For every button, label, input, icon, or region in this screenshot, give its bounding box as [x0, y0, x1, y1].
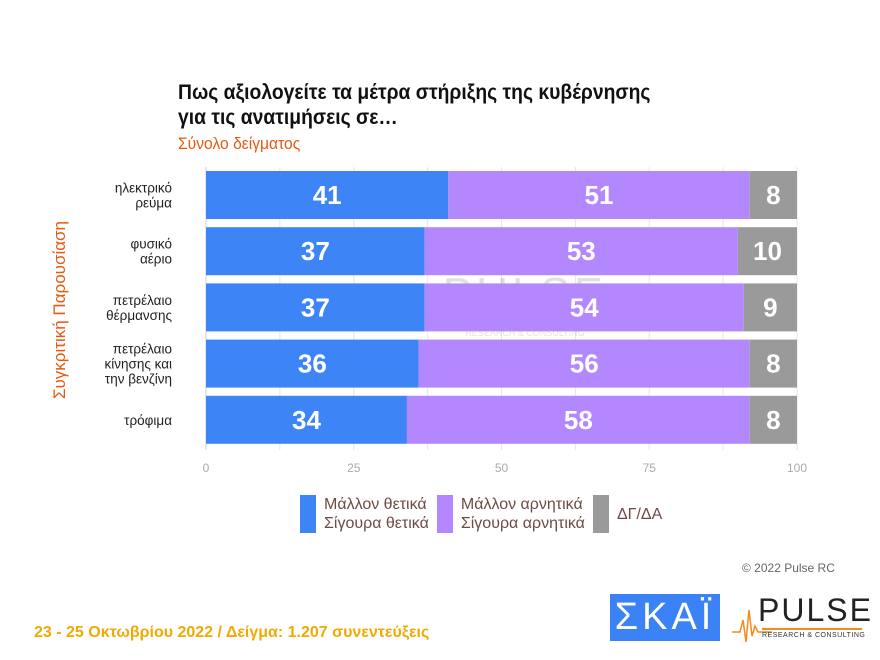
- category-label: ηλεκτρικό: [115, 181, 172, 196]
- legend-item: Μάλλον θετικά Σίγουρα θετικά: [300, 495, 429, 533]
- bar-segment: [749, 395, 797, 444]
- copyright: © 2022 Pulse RC: [742, 561, 835, 575]
- category-label: πετρέλαιο: [113, 293, 172, 308]
- legend-swatch: [300, 495, 316, 533]
- data-label: 53: [567, 236, 596, 266]
- chart-title: Πως αξιολογείτε τα μέτρα στήριξης της κυ…: [178, 80, 650, 130]
- data-label: 36: [298, 349, 327, 379]
- pulse-logo: PULSE RESEARCH & CONSULTING: [732, 592, 871, 644]
- chart-subtitle: Σύνολο δείγματος: [178, 134, 301, 153]
- bar-segment: [406, 395, 750, 444]
- pulse-wordmark: PULSE: [758, 592, 873, 628]
- category-label: αέριο: [140, 252, 172, 267]
- pulse-tagline: RESEARCH & CONSULTING: [762, 632, 866, 639]
- legend-label: Μάλλον αρνητικά Σίγουρα αρνητικά: [460, 496, 585, 532]
- legend-swatch: [592, 495, 609, 533]
- bar-segment: [424, 227, 738, 276]
- category-label: την βενζίνη: [105, 372, 172, 387]
- data-label: 41: [313, 180, 342, 210]
- data-label: 51: [585, 180, 614, 210]
- watermark-sub: RESEARCH & CONSULTING: [465, 328, 584, 338]
- category-label: ρεύμα: [135, 196, 172, 211]
- legend-label: ΔΓ/ΔΑ: [616, 505, 663, 523]
- data-label: 37: [301, 292, 330, 322]
- bar-segment: [206, 395, 407, 444]
- x-tick-label: 100: [787, 461, 807, 475]
- data-label: 54: [570, 292, 599, 322]
- data-label: 34: [292, 405, 321, 435]
- legend-label: Μάλλον θετικά Σίγουρα θετικά: [324, 496, 429, 532]
- x-tick-label: 75: [643, 461, 657, 475]
- legend-item: ΔΓ/ΔΑ: [592, 495, 663, 533]
- bar-segment: [749, 339, 797, 388]
- data-label: 8: [766, 180, 780, 210]
- legend: Μάλλον θετικά Σίγουρα θετικά Μάλλον αρνητι…: [300, 495, 662, 533]
- data-label: 8: [766, 349, 780, 379]
- x-tick-label: 0: [203, 461, 210, 475]
- legend-item: Μάλλον αρνητικά Σίγουρα αρνητικά: [436, 495, 585, 533]
- data-label: 37: [301, 236, 330, 266]
- category-label: τρόφιμα: [124, 413, 172, 428]
- data-label: 9: [763, 292, 777, 322]
- bar-segment: [206, 227, 425, 276]
- bar-segment: [743, 283, 797, 332]
- bar-segment: [448, 171, 750, 219]
- category-label: κίνησης και: [105, 357, 173, 372]
- bar-segment: [206, 283, 425, 332]
- category-label: θέρμανσης: [106, 308, 172, 323]
- bar-segment: [418, 339, 750, 388]
- bar-segment: [737, 227, 797, 276]
- data-label: 56: [570, 349, 599, 379]
- bar-segment: [206, 171, 449, 219]
- survey-footer: 23 - 25 Οκτωβρίου 2022 / Δείγμα: 1.207 σ…: [34, 624, 430, 641]
- bar-segment: [749, 171, 797, 219]
- x-tick-label: 25: [347, 461, 361, 475]
- data-label: 58: [564, 405, 593, 435]
- bar-segment: [424, 283, 744, 332]
- data-label: 8: [766, 405, 780, 435]
- title-line: Πως αξιολογείτε τα μέτρα στήριξης της κυ…: [178, 81, 651, 104]
- skai-logo: ΣΚΑΪ: [610, 594, 720, 641]
- category-label: πετρέλαιο: [113, 342, 172, 357]
- legend-swatch: [436, 495, 453, 533]
- x-tick-label: 50: [495, 461, 509, 475]
- title-line: για τις ανατιμήσεις σε…: [178, 106, 398, 129]
- data-label: 10: [753, 236, 782, 266]
- category-label: φυσικό: [130, 237, 172, 252]
- bar-segment: [206, 339, 419, 388]
